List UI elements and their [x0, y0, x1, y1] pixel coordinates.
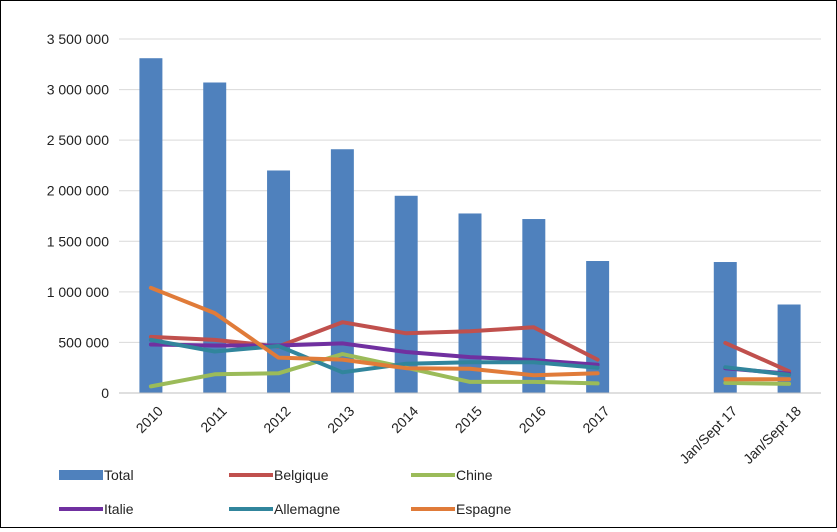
bar-total: [330, 149, 354, 393]
line-chine: [723, 380, 792, 386]
x-tick-label: 2012: [260, 403, 293, 436]
x-tick-label: 2011: [197, 403, 230, 436]
legend-swatch: [59, 470, 103, 480]
y-tick-label: 1 500 000: [47, 233, 109, 249]
legend-label: Allemagne: [274, 501, 340, 517]
line-series: [148, 285, 792, 389]
line-italie: [148, 341, 600, 367]
x-tick-label: 2013: [324, 403, 357, 436]
bar-total: [586, 261, 610, 393]
y-axis: 0 500 000 1 000 000 1 500 000 2 000 000 2 500…: [47, 31, 110, 401]
bar-total: [522, 219, 546, 393]
y-tick-label: 3 500 000: [47, 31, 109, 47]
line-allemagne: [148, 337, 600, 375]
bar-total: [394, 195, 418, 393]
legend: Total Belgique Chine Italie Allemagne Espagne: [59, 467, 511, 517]
bar-total: [267, 170, 291, 393]
legend-label: Total: [104, 467, 134, 483]
x-tick-label: 2016: [516, 403, 549, 436]
bar-total: [139, 58, 163, 394]
x-tick-label: 2014: [388, 403, 421, 436]
x-tick-label: Jan/Sept 17: [676, 403, 740, 467]
line-belgique: [723, 340, 792, 374]
bar-total: [458, 213, 482, 393]
y-tick-label: 2 500 000: [47, 132, 109, 148]
legend-label: Belgique: [274, 467, 329, 483]
legend-label: Italie: [104, 501, 134, 517]
y-tick-label: 2 000 000: [47, 183, 109, 199]
line-chine: [148, 352, 600, 389]
legend-label: Espagne: [456, 501, 511, 517]
x-tick-label: 2015: [452, 403, 485, 436]
x-axis: 2010 2011 2012 2013 2014 2015 2016 2017 Jan/Sept…: [119, 392, 821, 467]
y-tick-label: 0: [101, 385, 109, 401]
line-espagne: [148, 285, 600, 378]
x-tick-label: 2017: [579, 403, 612, 436]
x-tick-label: Jan/Sept 18: [740, 403, 804, 467]
y-tick-label: 500 000: [58, 334, 109, 350]
y-tick-label: 1 000 000: [47, 284, 109, 300]
legend-label: Chine: [456, 467, 493, 483]
line-allemagne: [723, 365, 792, 377]
y-tick-label: 3 000 000: [47, 82, 109, 98]
bar-total: [713, 262, 737, 393]
x-tick-label: 2010: [133, 403, 166, 436]
line-belgique: [148, 320, 600, 362]
